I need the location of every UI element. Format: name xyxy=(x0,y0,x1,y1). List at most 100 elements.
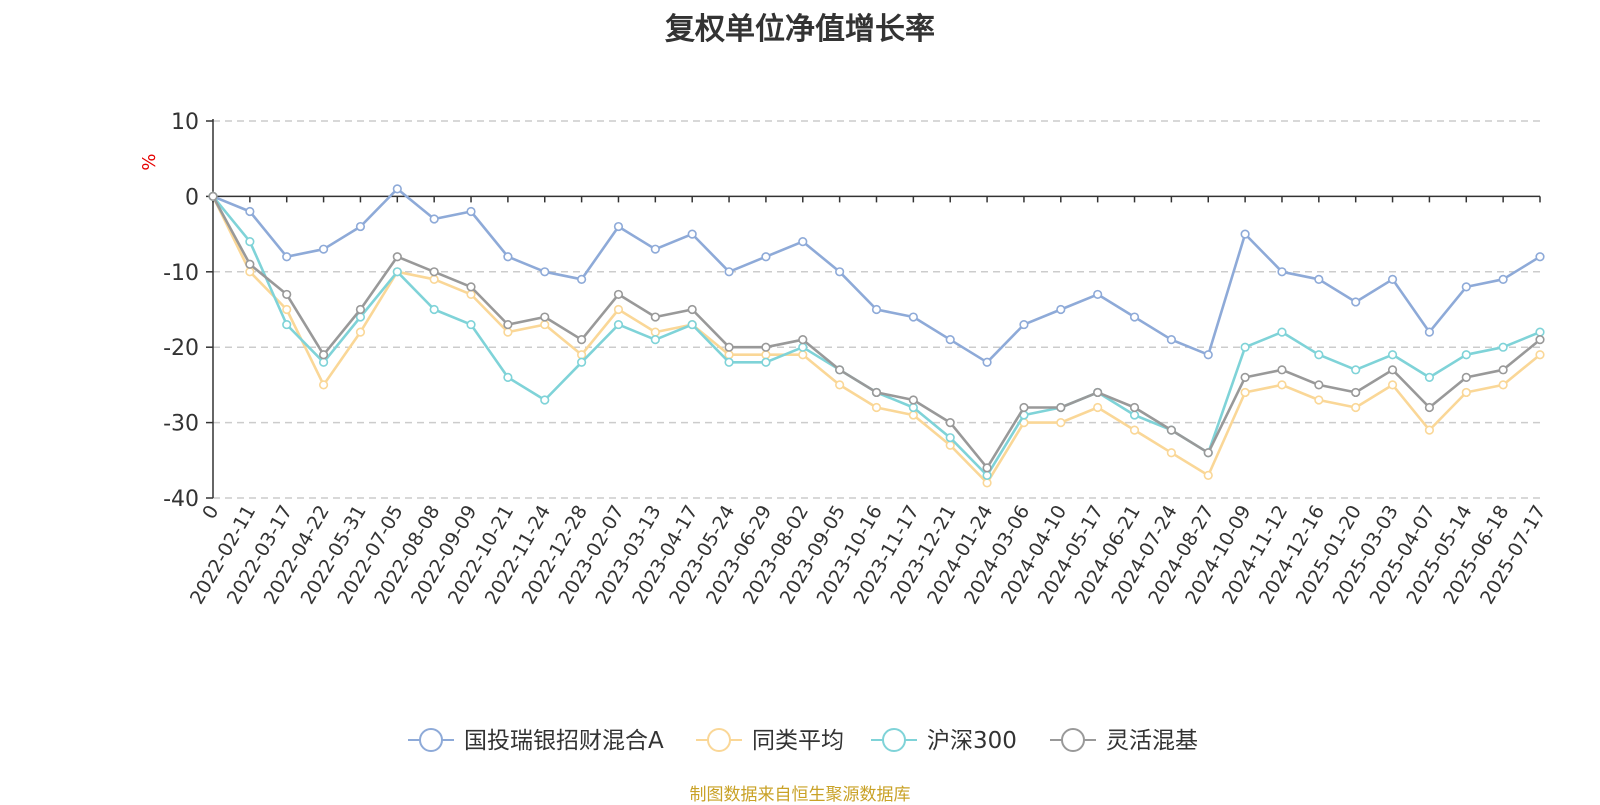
data-point xyxy=(650,327,660,337)
data-point xyxy=(1056,402,1066,413)
series-4 xyxy=(208,191,1545,473)
data-point xyxy=(650,335,660,345)
data-point xyxy=(613,304,624,315)
y-tick-label: 0 xyxy=(185,185,199,210)
data-point xyxy=(1240,342,1250,352)
data-point xyxy=(540,395,550,405)
data-point xyxy=(1461,372,1471,382)
data-point xyxy=(318,350,329,360)
data-point xyxy=(1129,312,1140,322)
data-point xyxy=(1535,252,1545,262)
data-point xyxy=(724,342,734,352)
data-point xyxy=(982,470,992,480)
data-point xyxy=(798,342,808,352)
data-point xyxy=(835,380,845,390)
x-tick-label: 0 xyxy=(198,502,223,523)
data-point xyxy=(1314,380,1324,390)
data-point xyxy=(1461,282,1471,292)
data-point xyxy=(1314,274,1324,284)
data-point xyxy=(1019,319,1029,330)
legend-label: 灵活混基 xyxy=(1106,728,1198,754)
legend-item[interactable]: 沪深300 xyxy=(871,728,1017,754)
data-point xyxy=(1129,402,1140,413)
legend-item[interactable]: 同类平均 xyxy=(696,728,844,754)
data-point xyxy=(392,267,402,277)
data-point xyxy=(577,350,587,360)
legend-item[interactable]: 国投瑞银招财混合A xyxy=(408,728,664,754)
series-2 xyxy=(208,191,1545,488)
data-point xyxy=(1424,372,1435,382)
y-axis-label: % xyxy=(139,153,160,170)
data-point xyxy=(1351,402,1361,413)
legend[interactable]: 国投瑞银招财混合A 同类平均 沪深300 灵活混基 xyxy=(408,728,1198,754)
data-point xyxy=(318,244,329,254)
data-point xyxy=(1351,365,1361,375)
y-tick-label: -40 xyxy=(163,487,199,512)
data-point xyxy=(208,191,218,201)
data-point xyxy=(945,335,955,345)
data-point xyxy=(1387,380,1398,390)
data-point xyxy=(1387,365,1398,375)
data-point xyxy=(245,237,255,247)
data-point xyxy=(503,372,513,382)
data-point xyxy=(1129,425,1140,435)
legend-marker xyxy=(882,728,906,752)
data-point xyxy=(1019,402,1029,413)
legend-marker xyxy=(1061,728,1085,752)
data-point xyxy=(1535,335,1545,345)
data-source-note: 制图数据来自恒生聚源数据库 xyxy=(689,785,911,805)
data-point xyxy=(355,304,366,315)
data-point xyxy=(503,327,513,337)
data-point xyxy=(945,440,955,450)
data-point xyxy=(392,184,402,194)
y-tick-label: -20 xyxy=(163,336,199,361)
data-point xyxy=(945,418,955,428)
data-point xyxy=(982,357,992,367)
data-point xyxy=(466,319,476,330)
data-point xyxy=(798,335,808,345)
data-point xyxy=(835,267,845,277)
data-point xyxy=(871,387,882,398)
data-point xyxy=(1203,470,1213,480)
data-point xyxy=(1498,342,1508,352)
data-point xyxy=(1129,410,1140,420)
data-point xyxy=(282,319,292,330)
y-tick-label: -30 xyxy=(163,412,199,437)
data-point xyxy=(1166,425,1176,435)
data-point xyxy=(982,478,992,488)
legend-marker xyxy=(419,728,443,752)
data-point xyxy=(1277,365,1287,375)
data-point xyxy=(1166,335,1176,345)
data-point xyxy=(1277,327,1287,337)
data-point xyxy=(282,304,292,315)
data-point xyxy=(982,463,992,473)
data-point xyxy=(1240,372,1250,382)
data-point xyxy=(245,259,255,269)
data-point xyxy=(1535,327,1545,337)
data-point xyxy=(1424,402,1435,413)
data-point xyxy=(1314,395,1324,405)
series-line xyxy=(211,195,1541,485)
data-point xyxy=(392,252,402,262)
data-point xyxy=(613,319,624,330)
data-point xyxy=(1277,267,1287,277)
series-1 xyxy=(208,184,1545,367)
data-point xyxy=(1240,387,1250,398)
data-point xyxy=(429,304,439,315)
data-point xyxy=(650,244,660,254)
legend-item[interactable]: 灵活混基 xyxy=(1050,728,1198,754)
data-point xyxy=(761,357,771,367)
data-point xyxy=(577,357,587,367)
legend-label: 同类平均 xyxy=(752,728,844,754)
data-point xyxy=(908,395,918,405)
y-tick-label: -10 xyxy=(163,261,199,286)
data-point xyxy=(1351,297,1361,307)
data-point xyxy=(650,312,660,322)
data-point xyxy=(1203,350,1213,360)
data-point xyxy=(429,274,439,284)
data-point xyxy=(761,252,771,262)
legend-marker xyxy=(707,728,731,752)
data-point xyxy=(871,304,882,315)
data-point xyxy=(613,221,624,232)
data-point xyxy=(724,267,734,277)
